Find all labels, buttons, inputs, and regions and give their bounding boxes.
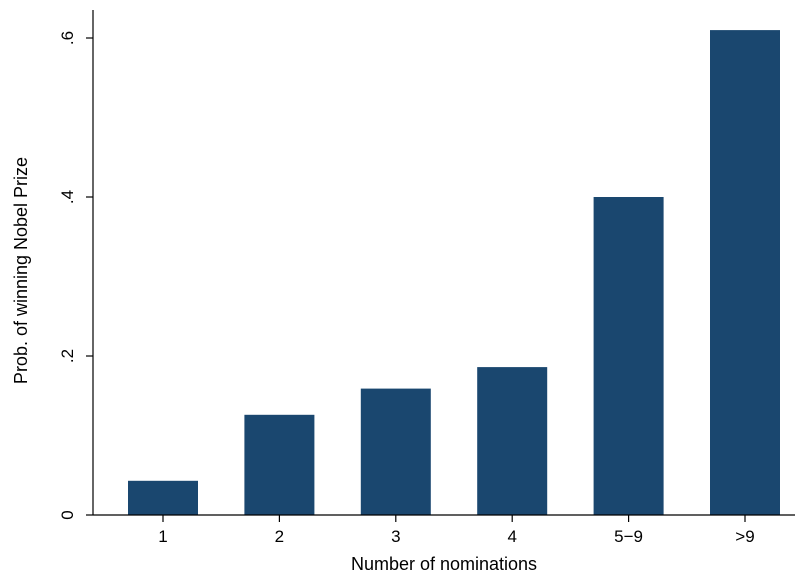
x-tick-label: 2: [275, 527, 284, 546]
bars-group: [128, 30, 780, 515]
x-ticks-group: 1 2 3 4 5−9 >9: [158, 515, 755, 546]
bar-1: [128, 480, 198, 515]
y-ticks-group: 0 .2 .4 .6: [58, 31, 93, 520]
x-tick-label: 5−9: [614, 527, 643, 546]
x-tick-label: 4: [507, 527, 516, 546]
y-tick-label: 0: [58, 510, 77, 519]
x-tick-label: 1: [158, 527, 167, 546]
bar-6: [710, 30, 780, 515]
bar-4: [477, 367, 548, 515]
y-tick-label: .4: [58, 190, 77, 204]
y-tick-label: .2: [58, 349, 77, 363]
x-tick-label: >9: [735, 527, 754, 546]
y-tick-label: .6: [58, 31, 77, 45]
bar-3: [360, 388, 431, 515]
y-axis-title: Prob. of winning Nobel Prize: [11, 157, 31, 384]
bar-5: [593, 197, 664, 515]
x-axis-title: Number of nominations: [351, 554, 537, 574]
bar-2: [244, 414, 315, 515]
x-tick-label: 3: [391, 527, 400, 546]
